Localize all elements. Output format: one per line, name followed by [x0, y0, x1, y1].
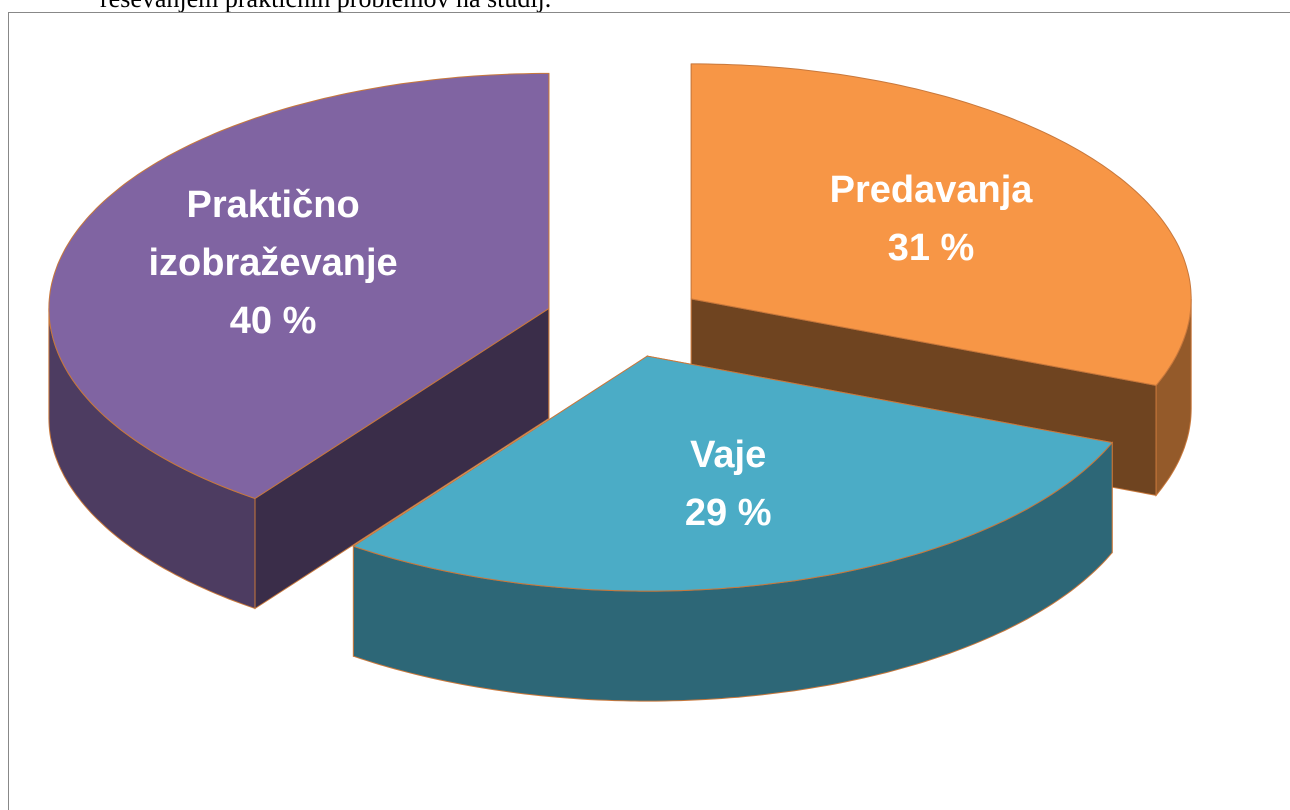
slice-value-label: 40 %	[229, 300, 317, 343]
chart-frame	[8, 12, 1290, 810]
slice-label: Praktično izobraževanje	[148, 184, 398, 285]
slice	[690, 63, 1192, 386]
document-text: reševanjem praktičnih problemov na študi…	[100, 0, 551, 14]
slice	[352, 355, 1114, 592]
slice-value-label: 31 %	[887, 227, 975, 270]
slice-label: Vaje	[690, 433, 767, 476]
slice-value-label: 29 %	[684, 491, 772, 534]
slice	[48, 72, 550, 500]
slice-label: Predavanja	[829, 169, 1033, 212]
